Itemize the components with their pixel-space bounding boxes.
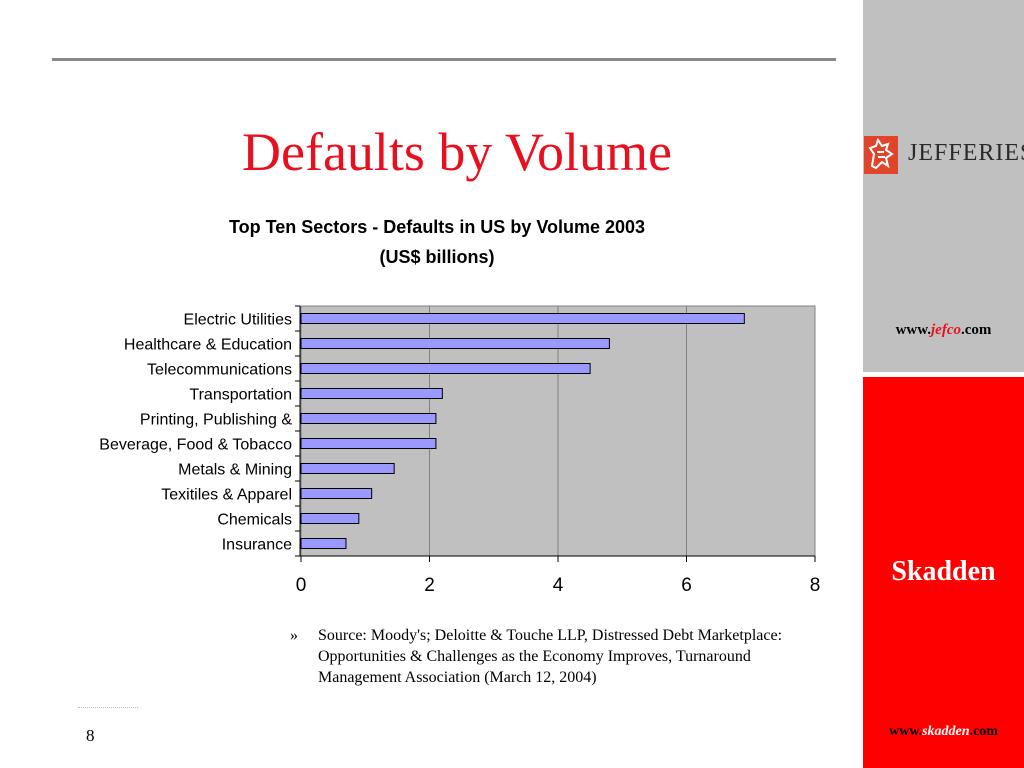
jefferies-url-suffix: .com	[961, 322, 992, 338]
skadden-url[interactable]: www.skadden.com	[863, 724, 1024, 740]
sidebar-jefferies-panel	[863, 0, 1024, 372]
bar	[300, 513, 360, 524]
source-text: Source: Moody's; Deloitte & Touche LLP, …	[318, 627, 783, 686]
x-tick-label: 0	[296, 575, 307, 596]
bar	[300, 388, 443, 399]
chart-title-block: Top Ten Sectors - Defaults in US by Volu…	[140, 212, 734, 272]
category-label: Chemicals	[217, 512, 292, 529]
category-label: Insurance	[222, 537, 292, 554]
top-rule	[52, 58, 836, 61]
bar	[300, 463, 395, 474]
skadden-name: Skadden	[891, 556, 996, 587]
category-label: Texitiles & Apparel	[161, 487, 292, 504]
skadden-url-prefix: www.	[889, 724, 923, 739]
category-label: Printing, Publishing &	[140, 412, 292, 429]
bar	[300, 413, 437, 424]
chart-title: Top Ten Sectors - Defaults in US by Volu…	[228, 217, 646, 237]
jefferies-url-prefix: www.	[895, 322, 932, 338]
category-label: Transportation	[189, 387, 292, 404]
x-tick-label: 8	[810, 575, 821, 596]
bar-chart: 0 2 4 6 8 Electric Utilities Healthcare & Educ…	[99, 305, 821, 596]
x-tick-label: 2	[424, 575, 435, 596]
x-tick-label: 6	[681, 575, 692, 596]
category-label: Healthcare & Education	[124, 337, 292, 354]
bar	[300, 363, 591, 374]
source-bullet: »	[290, 627, 298, 644]
bar	[300, 313, 745, 324]
source-note: » Source: Moody's; Deloitte & Touche LLP…	[290, 625, 810, 688]
category-label: Electric Utilities	[184, 312, 292, 329]
bar	[300, 338, 610, 349]
skadden-url-suffix: .com	[969, 724, 998, 739]
bar	[300, 488, 373, 499]
jefferies-url-accent: jefco	[931, 322, 961, 338]
bar	[300, 438, 437, 449]
category-label: Metals & Mining	[178, 462, 292, 479]
slide-title: Defaults by Volume	[242, 122, 672, 182]
chart-subtitle: (US$ billions)	[379, 247, 495, 267]
footer-divider	[78, 707, 138, 708]
jefferies-logo-icon	[864, 136, 898, 174]
jefferies-url[interactable]: www.jefco.com	[863, 322, 1024, 339]
x-tick-label: 4	[553, 575, 564, 596]
skadden-url-accent: skadden	[922, 724, 970, 739]
sidebar-skadden-panel	[863, 377, 1024, 768]
bar	[300, 538, 347, 549]
category-label: Beverage, Food & Tobacco	[99, 437, 292, 454]
jefferies-name: JEFFERIES	[908, 140, 1024, 166]
page-number: 8	[86, 726, 95, 745]
category-label: Telecommunications	[147, 362, 292, 379]
